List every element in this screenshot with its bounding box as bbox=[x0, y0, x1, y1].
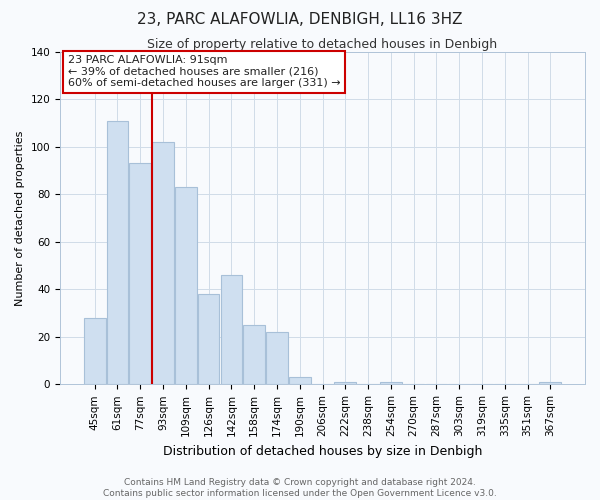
Bar bbox=[198, 294, 220, 384]
Bar bbox=[539, 382, 561, 384]
Y-axis label: Number of detached properties: Number of detached properties bbox=[15, 130, 25, 306]
Bar bbox=[244, 325, 265, 384]
Bar bbox=[175, 187, 197, 384]
Bar bbox=[266, 332, 288, 384]
X-axis label: Distribution of detached houses by size in Denbigh: Distribution of detached houses by size … bbox=[163, 444, 482, 458]
Text: 23 PARC ALAFOWLIA: 91sqm
← 39% of detached houses are smaller (216)
60% of semi-: 23 PARC ALAFOWLIA: 91sqm ← 39% of detach… bbox=[68, 55, 341, 88]
Bar bbox=[107, 120, 128, 384]
Bar bbox=[130, 164, 151, 384]
Bar bbox=[221, 275, 242, 384]
Bar bbox=[152, 142, 174, 384]
Bar bbox=[380, 382, 401, 384]
Bar bbox=[289, 377, 311, 384]
Text: Contains HM Land Registry data © Crown copyright and database right 2024.
Contai: Contains HM Land Registry data © Crown c… bbox=[103, 478, 497, 498]
Bar bbox=[334, 382, 356, 384]
Bar bbox=[84, 318, 106, 384]
Title: Size of property relative to detached houses in Denbigh: Size of property relative to detached ho… bbox=[148, 38, 497, 51]
Text: 23, PARC ALAFOWLIA, DENBIGH, LL16 3HZ: 23, PARC ALAFOWLIA, DENBIGH, LL16 3HZ bbox=[137, 12, 463, 28]
